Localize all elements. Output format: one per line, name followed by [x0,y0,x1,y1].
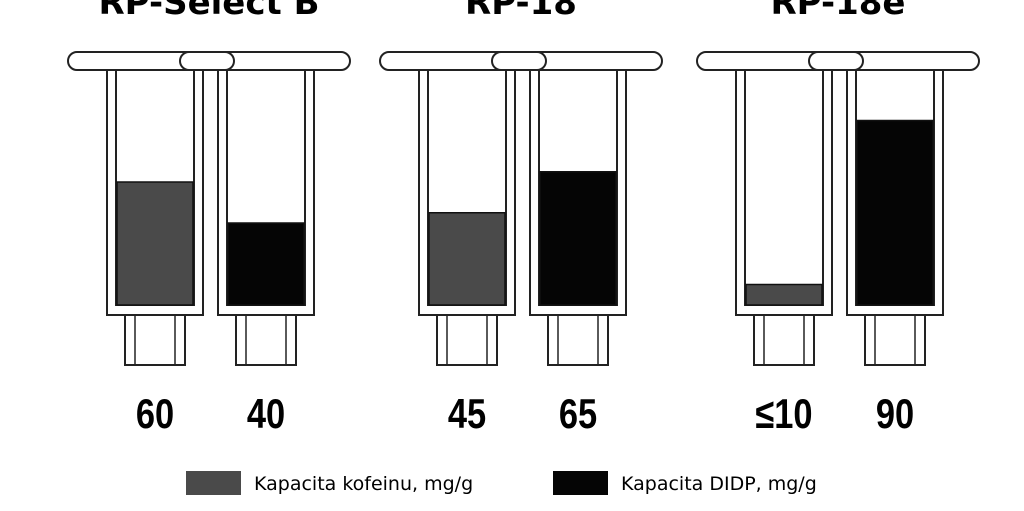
bar [428,212,506,306]
legend-label: Kapacita DIDP, mg/g [621,473,817,495]
flange [808,51,980,71]
group-title: RP-18 [465,0,577,23]
group-title: RP-Select B [98,0,319,23]
flange [379,51,547,71]
bar [116,181,194,306]
flange [67,51,235,71]
bar [227,222,305,306]
flange [179,51,351,71]
group-title: RP-18e [771,0,906,23]
cartridge-inner [744,69,824,306]
value-label: 60 [136,391,174,438]
value-label: 90 [876,391,914,438]
cartridge-neck [235,314,297,366]
legend-label: Kapacita kofeinu, mg/g [254,473,473,495]
cartridge-body [735,69,833,316]
cartridge-neck [864,314,926,366]
value-label: 65 [559,391,597,438]
cartridge-neck [547,314,609,366]
legend-swatch [553,471,608,495]
value-label: 45 [448,391,486,438]
legend-swatch [186,471,241,495]
cartridge-neck [436,314,498,366]
bar [539,171,617,306]
value-label: ≤10 [755,391,812,438]
value-label: 40 [247,391,285,438]
flange [491,51,663,71]
cartridge-neck [124,314,186,366]
cartridge-neck [753,314,815,366]
flange [696,51,864,71]
bar [745,283,823,306]
bar [856,119,934,306]
